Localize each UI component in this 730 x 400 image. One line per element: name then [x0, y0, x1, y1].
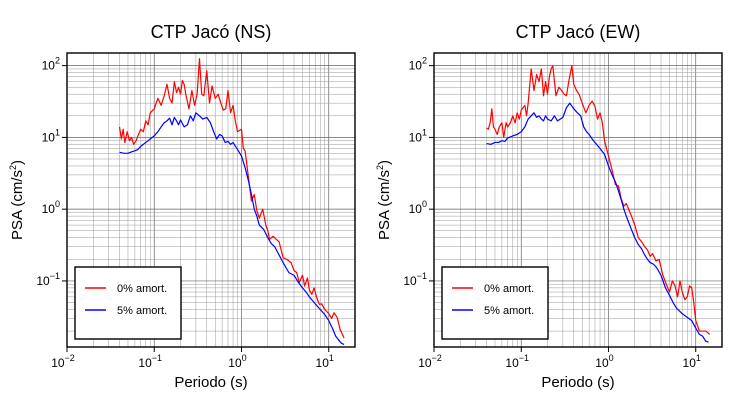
x-axis-label: Periodo (s)	[174, 374, 247, 391]
x-tick-label: 10−2	[418, 353, 442, 370]
y-tick-label: 102	[42, 56, 60, 73]
x-tick-label: 100	[228, 353, 246, 370]
x-axis-label: Periodo (s)	[541, 374, 614, 391]
legend-box	[74, 266, 182, 340]
y-tick-label: 102	[409, 56, 427, 73]
x-tick-label: 100	[595, 353, 613, 370]
legend: 0% amort. 5% amort.	[74, 266, 182, 340]
series-line-damping-5	[486, 102, 709, 343]
chart-title: CTP Jacó (NS)	[151, 22, 272, 42]
grid	[433, 53, 723, 347]
y-tick-label: 101	[42, 127, 60, 144]
chart-panel-2: 10−2 10−1 100 101 10−1 100 101 102 CTP Jacó (EW)…	[375, 22, 723, 391]
series-line-damping-0	[118, 58, 345, 339]
y-tick-label: 10−1	[36, 271, 60, 288]
y-axis-label: PSA (cm/s2)	[375, 160, 393, 240]
legend: 0% amort. 5% amort.	[441, 266, 549, 340]
y-tick-label: 101	[409, 127, 427, 144]
legend-label: 0% amort.	[117, 283, 167, 295]
y-tick-label: 100	[42, 199, 60, 216]
plot-frame	[66, 52, 356, 348]
x-tick-label: 10−1	[505, 353, 529, 370]
x-tick-label: 10−2	[51, 353, 75, 370]
x-tick-label: 101	[316, 353, 334, 370]
y-tick-label: 10−1	[403, 271, 427, 288]
series-line-damping-5	[119, 112, 345, 346]
series-line-damping-0	[486, 65, 711, 335]
legend-label: 5% amort.	[117, 305, 167, 317]
chart-title: CTP Jacó (EW)	[516, 22, 641, 42]
plot-frame	[433, 52, 723, 348]
x-tick-label: 101	[683, 353, 701, 370]
x-tick-label: 10−1	[138, 353, 162, 370]
legend-label: 0% amort.	[484, 283, 534, 295]
legend-label: 5% amort.	[484, 305, 534, 317]
y-tick-label: 100	[409, 199, 427, 216]
legend-box	[441, 266, 549, 340]
chart-panel-1: 10−2 10−1 100 101 10−1 100 101 102 CTP Jacó (NS)…	[8, 22, 356, 391]
y-axis-label: PSA (cm/s2)	[8, 160, 26, 240]
